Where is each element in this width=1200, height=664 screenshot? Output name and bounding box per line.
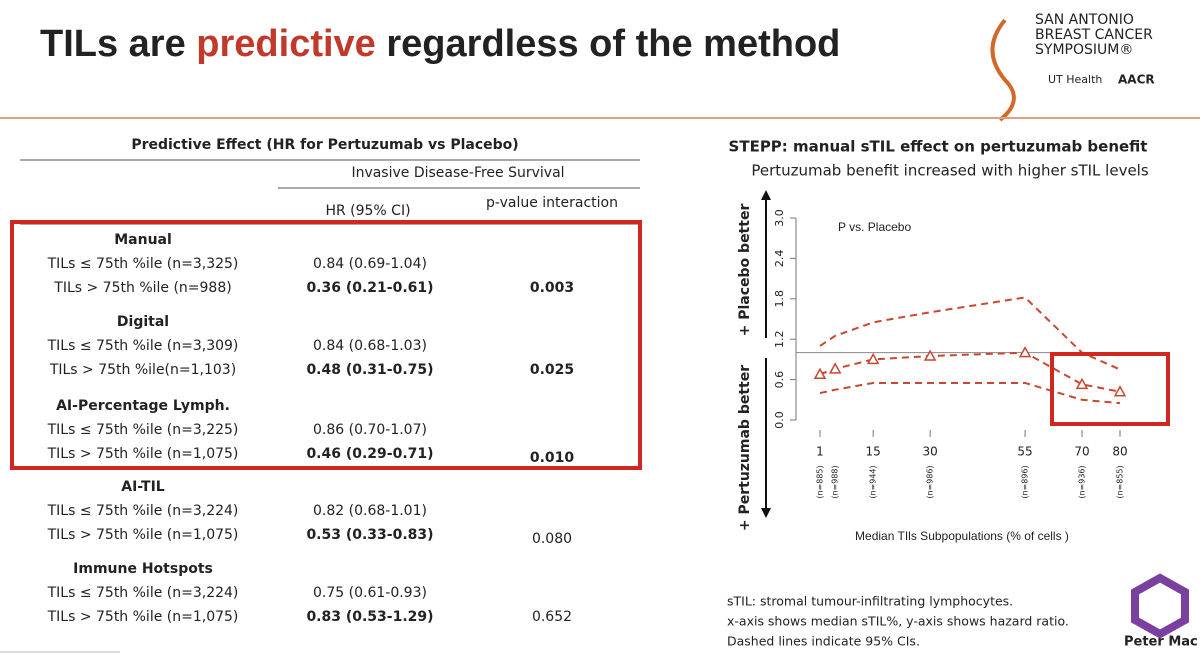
- row-label: TILs ≤ 75th %ile (n=3,325): [47, 256, 239, 272]
- x-sublabel: (n=885): [816, 465, 825, 498]
- footnote: Dashed lines indicate 95% CIs.: [727, 634, 920, 649]
- x-tick-label: 1: [816, 445, 824, 459]
- row-label: TILs ≤ 75th %ile (n=3,224): [47, 585, 239, 601]
- x-sublabel: (n=855): [1116, 465, 1125, 498]
- point-marker: [813, 367, 827, 379]
- x-tick-label: 15: [866, 445, 881, 459]
- hr-value: 0.86 (0.70-1.07): [313, 422, 427, 438]
- row-label: TILs > 75th %ile (n=1,075): [47, 446, 239, 462]
- x-tick-label: 55: [1017, 445, 1032, 459]
- x-tick-label: 30: [922, 445, 937, 459]
- hr-value: 0.84 (0.68-1.03): [313, 338, 427, 354]
- group-name: Digital: [117, 314, 169, 330]
- logo-text: SAN ANTONIO: [1035, 12, 1134, 28]
- footnote: sTIL: stromal tumour-infiltrating lympho…: [727, 594, 1013, 609]
- logo-text: BREAST CANCER: [1035, 27, 1153, 43]
- y-tick-label: 0.0: [773, 411, 786, 429]
- logo-text: UT Health: [1048, 73, 1102, 86]
- title-part: regardless of the method: [376, 23, 841, 65]
- point-marker: [1075, 377, 1089, 390]
- x-sublabel: (n=944): [869, 465, 878, 498]
- group-name: Manual: [114, 232, 172, 248]
- point-marker: [866, 352, 880, 365]
- point-marker: [1113, 385, 1127, 397]
- y-tick-label: 0.6: [773, 371, 786, 389]
- row-label: TILs > 75th %ile (n=1,075): [47, 609, 239, 625]
- point-marker: [923, 349, 937, 361]
- group-name: AI-Percentage Lymph.: [56, 398, 230, 414]
- x-sublabel: (n=936): [1078, 465, 1087, 498]
- hr-value: 0.53 (0.33-0.83): [306, 527, 433, 543]
- slide-title: TILs are predictive regardless of the me…: [40, 23, 840, 65]
- row-label: TILs > 75th %ile (n=988): [53, 280, 231, 296]
- row-label: TILs > 75th %ile(n=1,103): [49, 362, 236, 378]
- title-part: TILs are: [40, 23, 196, 65]
- highlight-box: [10, 220, 642, 470]
- y-label: + Placebo better: [737, 204, 753, 337]
- p-value: 0.025: [530, 362, 574, 378]
- p-value: 0.003: [530, 280, 574, 296]
- row-label: TILs ≤ 75th %ile (n=3,309): [47, 338, 239, 354]
- p-value: 0.652: [532, 609, 572, 625]
- chart-subtitle: Pertuzumab benefit increased with higher…: [751, 162, 1149, 180]
- group-name: AI-TIL: [121, 479, 165, 495]
- y-tick-label: 3.0: [773, 209, 786, 227]
- group-header: Invasive Disease-Free Survival: [351, 165, 564, 181]
- row-label: TILs ≤ 75th %ile (n=3,224): [47, 503, 239, 519]
- x-label: Median TIls Subpopulations (% of cells ): [855, 529, 1069, 543]
- hr-value: 0.75 (0.61-0.93): [313, 585, 427, 601]
- footnote: x-axis shows median sTIL%, y-axis shows …: [727, 614, 1069, 629]
- line-series: [819, 381, 1121, 405]
- title-highlight: predictive: [196, 23, 376, 65]
- chart-title: STEPP: manual sTIL effect on pertuzumab …: [729, 138, 1148, 156]
- x-tick-label: 80: [1112, 445, 1127, 459]
- arrow-head: [761, 190, 771, 200]
- row-label: TILs > 75th %ile (n=1,075): [47, 527, 239, 543]
- column-header: HR (95% CI): [325, 203, 410, 219]
- chart: STEPP: manual sTIL effect on pertuzumab …: [729, 138, 1160, 543]
- p-value: 0.080: [532, 531, 572, 547]
- x-sublabel: (n=988): [831, 465, 840, 498]
- logo-text: AACR: [1118, 73, 1155, 87]
- y-tick-label: 1.2: [773, 330, 786, 348]
- point-marker: [828, 362, 842, 374]
- arrow-head: [761, 508, 771, 518]
- hr-value: 0.48 (0.31-0.75): [306, 362, 433, 378]
- logo-text: SYMPOSIUM®: [1035, 42, 1133, 58]
- hr-value: 0.46 (0.29-0.71): [306, 446, 433, 462]
- x-tick-label: 70: [1074, 445, 1089, 459]
- group-name: Immune Hotspots: [73, 561, 213, 577]
- hr-value: 0.83 (0.53-1.29): [306, 609, 433, 625]
- y-label: + Pertuzumab better: [737, 365, 753, 531]
- logo-mark: [1131, 573, 1189, 639]
- x-sublabel: (n=896): [1021, 465, 1030, 498]
- logo-mark: [990, 18, 1016, 122]
- chart-highlight-box: [1050, 352, 1170, 426]
- hr-value: 0.36 (0.21-0.61): [306, 280, 433, 296]
- y-tick-label: 2.4: [773, 250, 786, 268]
- y-tick-label: 1.8: [773, 290, 786, 308]
- table-title: Predictive Effect (HR for Pertuzumab vs …: [131, 137, 518, 153]
- logo-text: Peter Mac: [1124, 635, 1198, 650]
- hr-value: 0.82 (0.68-1.01): [313, 503, 427, 519]
- x-sublabel: (n=986): [926, 465, 935, 498]
- row-label: TILs ≤ 75th %ile (n=3,225): [47, 422, 239, 438]
- point-marker: [1018, 346, 1032, 358]
- p-value: 0.010: [530, 450, 575, 466]
- column-header: p-value interaction: [486, 195, 618, 211]
- annotation: P vs. Placebo: [838, 220, 911, 234]
- hr-value: 0.84 (0.69-1.04): [313, 256, 427, 272]
- table: Predictive Effect (HR for Pertuzumab vs …: [20, 137, 640, 625]
